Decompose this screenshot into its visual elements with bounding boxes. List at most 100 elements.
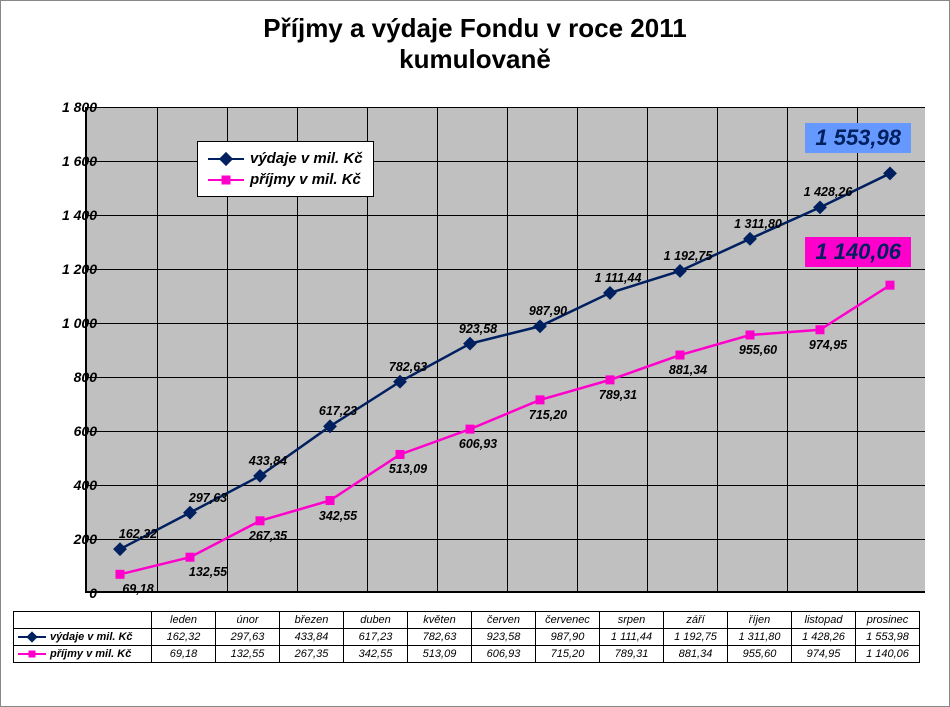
- series-marker-prijmy: [536, 395, 545, 404]
- table-cell: 974,95: [792, 646, 856, 663]
- callout-prijmy: 1 140,06: [805, 237, 911, 267]
- data-label: 433,84: [249, 454, 287, 468]
- table-row: příjmy v mil. Kč 69,18132,55267,35342,555…: [14, 646, 920, 663]
- legend-item: výdaje v mil. Kč: [208, 148, 363, 169]
- series-marker-vydaje: [883, 167, 897, 181]
- chart-container: Příjmy a výdaje Fondu v roce 2011 kumulo…: [0, 0, 950, 707]
- legend-swatch: [208, 151, 244, 167]
- table-cell: 267,35: [280, 646, 344, 663]
- data-label: 617,23: [319, 404, 357, 418]
- table-cell: 162,32: [152, 629, 216, 646]
- series-marker-vydaje: [393, 375, 407, 389]
- series-marker-prijmy: [326, 496, 335, 505]
- data-label: 881,34: [669, 363, 707, 377]
- table-row-name: výdaje v mil. Kč: [50, 631, 133, 643]
- legend-label: příjmy v mil. Kč: [250, 171, 361, 188]
- title-line-2: kumulovaně: [399, 44, 551, 74]
- table-col-header: prosinec: [856, 612, 920, 629]
- data-label: 342,55: [319, 509, 357, 523]
- data-label: 1 311,80: [734, 217, 782, 231]
- table-col-header: červen: [472, 612, 536, 629]
- legend: výdaje v mil. Kč příjmy v mil. Kč: [197, 141, 374, 197]
- table-col-header: září: [664, 612, 728, 629]
- series-marker-vydaje: [813, 200, 827, 214]
- data-label: 1 428,26: [804, 185, 853, 199]
- table-cell: 789,31: [600, 646, 664, 663]
- series-marker-vydaje: [463, 337, 477, 351]
- data-label: 267,35: [249, 529, 287, 543]
- legend-label: výdaje v mil. Kč: [250, 150, 363, 167]
- table-corner: [14, 612, 152, 629]
- data-label: 782,63: [389, 360, 427, 374]
- table-cell: 923,58: [472, 629, 536, 646]
- series-marker-prijmy: [816, 325, 825, 334]
- series-marker-vydaje: [673, 264, 687, 278]
- table-cell: 297,63: [216, 629, 280, 646]
- series-marker-vydaje: [743, 232, 757, 246]
- table-cell: 1 111,44: [600, 629, 664, 646]
- table-cell: 881,34: [664, 646, 728, 663]
- table-cell: 69,18: [152, 646, 216, 663]
- data-label: 69,18: [122, 582, 153, 596]
- data-label: 132,55: [189, 565, 227, 579]
- series-marker-vydaje: [113, 542, 127, 556]
- series-marker-prijmy: [396, 450, 405, 459]
- data-label: 1 192,75: [664, 249, 713, 263]
- data-label: 974,95: [809, 338, 847, 352]
- data-label: 923,58: [459, 322, 497, 336]
- series-marker-prijmy: [886, 281, 895, 290]
- series-marker-prijmy: [466, 425, 475, 434]
- data-label: 1 111,44: [595, 271, 642, 285]
- data-label: 987,90: [529, 304, 567, 318]
- table-row-swatch: [18, 631, 46, 643]
- table-col-header: říjen: [728, 612, 792, 629]
- series-marker-prijmy: [116, 570, 125, 579]
- data-label: 955,60: [739, 343, 777, 357]
- title-line-1: Příjmy a výdaje Fondu v roce 2011: [263, 13, 686, 43]
- table-col-header: listopad: [792, 612, 856, 629]
- data-label: 715,20: [529, 408, 567, 422]
- table-col-header: srpen: [600, 612, 664, 629]
- table-row-name: příjmy v mil. Kč: [50, 648, 131, 660]
- table-row-header: výdaje v mil. Kč: [14, 629, 152, 646]
- table-cell: 606,93: [472, 646, 536, 663]
- series-marker-prijmy: [606, 375, 615, 384]
- chart-title: Příjmy a výdaje Fondu v roce 2011 kumulo…: [1, 1, 949, 75]
- series-marker-vydaje: [603, 286, 617, 300]
- table-row-header: příjmy v mil. Kč: [14, 646, 152, 663]
- table-cell: 513,09: [408, 646, 472, 663]
- table-cell: 955,60: [728, 646, 792, 663]
- series-marker-prijmy: [186, 553, 195, 562]
- data-label: 513,09: [389, 462, 427, 476]
- table-col-header: duben: [344, 612, 408, 629]
- table-row-swatch: [18, 648, 46, 660]
- data-label: 162,32: [119, 527, 157, 541]
- data-label: 789,31: [599, 388, 637, 402]
- table-col-header: únor: [216, 612, 280, 629]
- table-col-header: leden: [152, 612, 216, 629]
- table-cell: 1 192,75: [664, 629, 728, 646]
- table-cell: 342,55: [344, 646, 408, 663]
- series-marker-prijmy: [746, 330, 755, 339]
- table-cell: 1 140,06: [856, 646, 920, 663]
- table-cell: 617,23: [344, 629, 408, 646]
- series-marker-prijmy: [256, 516, 265, 525]
- data-label: 606,93: [459, 437, 497, 451]
- table-cell: 1 553,98: [856, 629, 920, 646]
- table-col-header: květen: [408, 612, 472, 629]
- series-marker-vydaje: [533, 319, 547, 333]
- table-cell: 782,63: [408, 629, 472, 646]
- series-line-prijmy: [120, 285, 890, 574]
- plot-area: výdaje v mil. Kč příjmy v mil. Kč 162,32 2…: [85, 107, 925, 593]
- table-cell: 1 428,26: [792, 629, 856, 646]
- table-cell: 132,55: [216, 646, 280, 663]
- table-row: výdaje v mil. Kč 162,32297,63433,84617,23…: [14, 629, 920, 646]
- table-cell: 987,90: [536, 629, 600, 646]
- callout-vydaje: 1 553,98: [805, 123, 911, 153]
- data-label: 297,63: [189, 491, 227, 505]
- series-marker-prijmy: [676, 351, 685, 360]
- table-cell: 433,84: [280, 629, 344, 646]
- series-marker-vydaje: [183, 506, 197, 520]
- legend-swatch: [208, 172, 244, 188]
- table-col-header: červenec: [536, 612, 600, 629]
